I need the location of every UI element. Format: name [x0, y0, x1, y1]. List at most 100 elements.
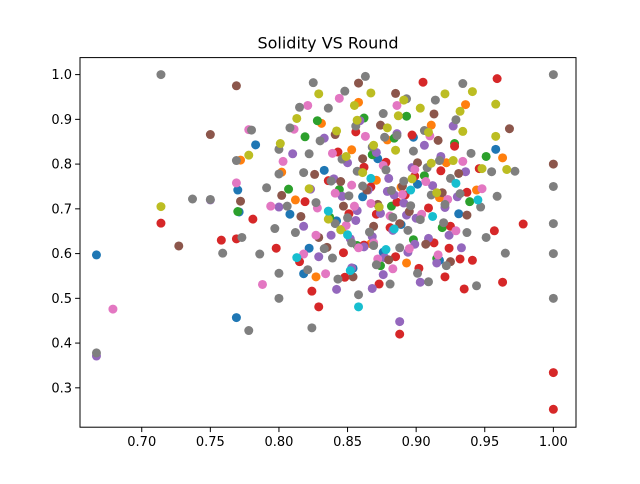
scatter-point — [347, 145, 357, 155]
scatter-point — [433, 135, 443, 145]
scatter-point — [365, 227, 374, 237]
scatter-point — [432, 258, 442, 268]
scatter-point — [548, 159, 558, 169]
scatter-point — [319, 165, 329, 175]
scatter-point — [441, 158, 451, 168]
scatter-point — [257, 279, 267, 289]
scatter-point — [403, 225, 413, 235]
scatter-point — [231, 81, 241, 91]
scatter-point — [216, 235, 226, 245]
scatter-point — [369, 241, 379, 251]
scatter-point — [421, 177, 431, 187]
scatter-point — [295, 102, 305, 112]
scatter-point — [407, 174, 417, 184]
scatter-point — [424, 127, 433, 137]
scatter-point — [321, 269, 331, 279]
scatter-point — [156, 70, 166, 80]
scatter-point — [91, 250, 101, 260]
scatter-point — [231, 156, 241, 166]
scatter-point — [307, 323, 317, 333]
scatter-point — [366, 173, 376, 183]
scatter-point — [285, 209, 295, 219]
scatter-point — [510, 166, 520, 176]
scatter-point — [491, 144, 501, 154]
scatter-point — [358, 192, 368, 202]
scatter-point — [374, 202, 384, 212]
scatter-point — [343, 213, 353, 223]
scatter-point — [327, 253, 337, 263]
scatter-point — [288, 149, 298, 159]
scatter-point — [371, 260, 381, 270]
scatter-point — [299, 249, 309, 259]
scatter-point — [454, 168, 464, 178]
scatter-point — [255, 249, 265, 259]
scatter-point — [429, 109, 439, 119]
scatter-point — [308, 78, 318, 88]
scatter-point — [548, 219, 558, 229]
y-tick-label: 0.7 — [51, 202, 72, 217]
scatter-point — [548, 368, 558, 378]
scatter-point — [492, 74, 502, 84]
scatter-point — [402, 258, 412, 268]
scatter-point — [277, 190, 287, 200]
scatter-point — [352, 115, 362, 125]
scatter-point — [338, 201, 348, 211]
scatter-point — [319, 244, 329, 254]
scatter-point — [491, 131, 501, 141]
scatter-point — [354, 290, 364, 300]
scatter-point — [439, 218, 449, 228]
scatter-point — [415, 277, 425, 287]
scatter-point — [251, 140, 261, 150]
scatter-point — [399, 198, 409, 208]
scatter-point — [388, 264, 398, 274]
scatter-point — [323, 214, 333, 224]
scatter-point — [358, 154, 368, 164]
scatter-point — [455, 106, 465, 116]
scatter-point — [108, 304, 118, 314]
scatter-point — [304, 243, 314, 253]
scatter-point — [385, 279, 395, 289]
scatter-point — [231, 313, 241, 323]
scatter-point — [311, 272, 321, 282]
scatter-point — [410, 164, 420, 174]
scatter-point — [311, 198, 321, 208]
scatter-point — [236, 196, 246, 206]
scatter-point — [156, 202, 166, 212]
x-tick-label: 1.00 — [539, 435, 568, 450]
scatter-point — [458, 126, 468, 136]
scatter-point — [307, 286, 317, 296]
scatter-point — [244, 326, 254, 336]
scatter-point — [91, 348, 101, 358]
scatter-point — [233, 185, 243, 195]
scatter-point — [366, 198, 376, 208]
scatter-point — [304, 184, 314, 194]
scatter-point — [395, 243, 405, 253]
scatter-point — [548, 181, 558, 191]
scatter-point — [384, 173, 394, 183]
scatter-point — [498, 277, 508, 287]
scatter-point — [448, 156, 458, 166]
scatter-point — [300, 197, 310, 207]
scatter-point — [336, 225, 346, 235]
scatter-point — [337, 191, 347, 201]
scatter-point — [413, 268, 423, 278]
scatter-point — [454, 209, 464, 219]
scatter-point — [312, 116, 322, 126]
scatter-point — [491, 99, 501, 109]
y-tick-label: 1.0 — [51, 68, 72, 83]
scatter-point — [548, 404, 558, 414]
scatter-point — [311, 230, 321, 240]
scatter-point — [489, 226, 499, 236]
scatter-point — [391, 252, 401, 262]
x-tick-label: 0.85 — [333, 435, 362, 450]
scatter-point — [393, 111, 403, 121]
scatter-point — [456, 243, 466, 253]
x-tick-label: 0.80 — [264, 435, 293, 450]
scatter-point — [360, 131, 370, 141]
scatter-point — [375, 120, 385, 130]
scatter-point — [451, 226, 461, 236]
scatter-point — [397, 190, 407, 200]
scatter-point — [428, 181, 438, 191]
scatter-point — [338, 248, 348, 258]
scatter-point — [341, 151, 351, 161]
